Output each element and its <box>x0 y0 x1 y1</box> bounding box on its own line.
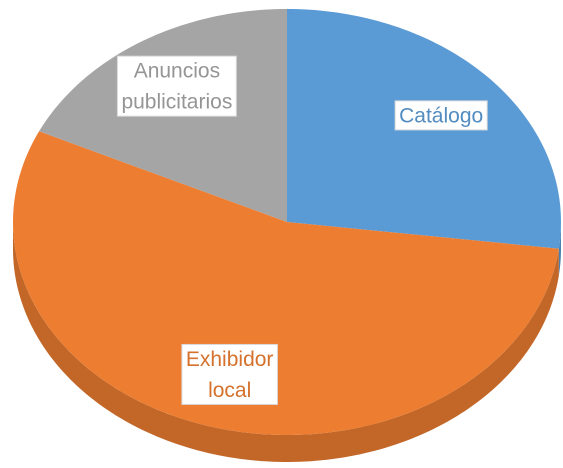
data-label-group: Catálogo <box>394 100 488 131</box>
data-label-box <box>181 343 278 405</box>
data-label: Anuncios publicitarios <box>121 59 232 113</box>
data-label-box <box>394 100 488 131</box>
slice-side <box>558 222 561 276</box>
slice <box>13 131 559 435</box>
data-label-group: Anuncios publicitarios <box>116 55 237 117</box>
data-label-box <box>116 55 237 117</box>
data-label: Catálogo <box>399 104 483 127</box>
data-label: Exhibidor local <box>186 347 274 401</box>
data-label-group: Exhibidor local <box>181 343 278 405</box>
